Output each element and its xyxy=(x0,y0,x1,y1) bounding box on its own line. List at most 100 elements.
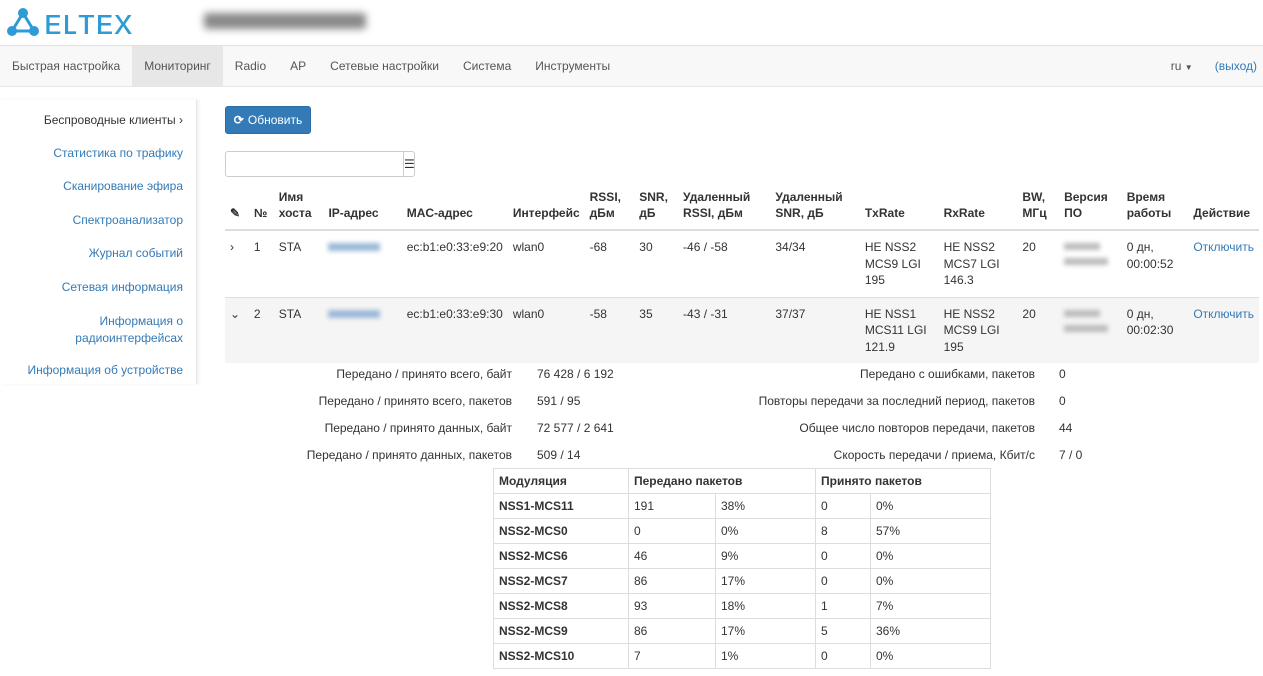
cell-rx-count: 0 xyxy=(815,643,871,669)
col-rxrate: RxRate xyxy=(938,183,1018,231)
detail-value: 44 xyxy=(1059,421,1073,435)
detail-value: 591 / 95 xyxy=(537,394,581,408)
expand-chevron-right-icon[interactable]: › xyxy=(225,229,249,297)
cell-tx-count: 7 xyxy=(628,643,716,669)
cell-modulation: NSS2-MCS10 xyxy=(493,643,629,669)
cell-remote-rssi: -46 / -58 xyxy=(678,229,771,297)
sidebar-item-spectrum[interactable]: Спектроанализатор xyxy=(72,213,183,227)
sliders-icon: ☰ xyxy=(404,157,415,171)
cell-uptime: 0 дн, 00:02:30 xyxy=(1121,296,1189,363)
cell-bw: 20 xyxy=(1017,296,1060,363)
nav-system[interactable]: Система xyxy=(462,59,512,73)
nav-quick-setup[interactable]: Быстрая настройка xyxy=(12,59,121,73)
col-iface: Интерфейс xyxy=(507,183,585,231)
edit-icon[interactable]: ✎ xyxy=(225,183,249,231)
nav-tools[interactable]: Инструменты xyxy=(535,59,611,73)
version-blurred xyxy=(1064,309,1101,317)
cell-host: STA xyxy=(273,229,324,297)
sidebar-item-wireless-clients[interactable]: Беспроводные клиенты › xyxy=(44,112,183,129)
refresh-button[interactable]: ⟳ Обновить xyxy=(225,106,311,134)
cell-rx-percent: 7% xyxy=(870,593,991,619)
cell-modulation: NSS1-MCS11 xyxy=(493,493,629,519)
col-num: № xyxy=(248,183,274,231)
clients-table: ✎ № Имя хоста IP-адрес MAC-адрес Интерфе… xyxy=(225,183,1259,363)
sidebar-item-scan[interactable]: Сканирование эфира xyxy=(63,179,183,193)
cell-mac: ec:b1:e0:33:e9:30 xyxy=(401,296,508,363)
sidebar-item-events[interactable]: Журнал событий xyxy=(88,246,183,260)
logout-link[interactable]: (выход) xyxy=(1214,59,1257,73)
disconnect-link[interactable]: Отключить xyxy=(1193,240,1254,254)
detail-label: Передано / принято данных, байт xyxy=(324,421,512,435)
caret-down-icon: ▼ xyxy=(1184,63,1193,72)
table-row: NSS2-MCS10 7 1% 0 0% xyxy=(493,643,991,669)
cell-rxrate: HE NSS2 MCS7 LGI 146.3 xyxy=(938,229,1018,297)
sidebar-item-radio-info[interactable]: Информация о радиоинтерфейсах xyxy=(75,314,183,345)
col-txrate: TxRate xyxy=(859,183,939,231)
filter-input[interactable] xyxy=(226,152,403,176)
col-remote-snr: Удаленный SNR, дБ xyxy=(770,183,860,231)
cell-modulation: NSS2-MCS0 xyxy=(493,518,629,544)
nav-monitoring[interactable]: Мониторинг xyxy=(132,46,223,86)
sidebar-item-label: Беспроводные клиенты xyxy=(43,113,176,127)
sidebar-item-device-info[interactable]: Информация об устройстве xyxy=(27,363,183,377)
cell-modulation: NSS2-MCS8 xyxy=(493,593,629,619)
col-host: Имя хоста xyxy=(273,183,324,231)
refresh-label: Обновить xyxy=(247,113,303,127)
cell-modulation: NSS2-MCS7 xyxy=(493,568,629,594)
ip-blurred xyxy=(328,243,381,251)
cell-rx-percent: 57% xyxy=(870,518,991,544)
cell-num: 2 xyxy=(248,296,274,363)
cell-tx-percent: 1% xyxy=(715,643,816,669)
cell-modulation: NSS2-MCS6 xyxy=(493,543,629,569)
disconnect-link[interactable]: Отключить xyxy=(1193,306,1254,321)
col-rx-packets: Принято пакетов xyxy=(815,468,991,494)
detail-value: 0 xyxy=(1059,394,1066,408)
sidebar: Беспроводные клиенты › Статистика по тра… xyxy=(0,100,197,384)
table-row: NSS2-MCS6 46 9% 0 0% xyxy=(493,543,991,569)
cell-version xyxy=(1059,229,1122,297)
cell-remote-rssi: -43 / -31 xyxy=(678,296,771,363)
filter-settings-button[interactable]: ☰ xyxy=(403,152,415,176)
cell-rssi: -68 xyxy=(584,229,635,297)
modulation-table: Модуляция Передано пакетов Принято пакет… xyxy=(493,468,991,669)
nav-network[interactable]: Сетевые настройки xyxy=(330,59,439,73)
detail-value: 509 / 14 xyxy=(537,448,581,462)
cell-uptime: 0 дн, 00:00:52 xyxy=(1121,229,1189,297)
table-row: NSS2-MCS0 0 0% 8 57% xyxy=(493,518,991,544)
cell-tx-percent: 18% xyxy=(715,593,816,619)
col-tx-packets: Передано пакетов xyxy=(628,468,816,494)
sidebar-item-traffic[interactable]: Статистика по трафику xyxy=(53,146,183,160)
filter-group: ☰ xyxy=(225,151,415,177)
expand-chevron-down-icon[interactable]: ⌄ xyxy=(225,296,249,363)
language-label: ru xyxy=(1170,59,1182,73)
nav-ap[interactable]: AP xyxy=(290,59,307,73)
cell-rx-count: 5 xyxy=(815,618,871,644)
col-ip: IP-адрес xyxy=(323,183,402,231)
cell-tx-count: 86 xyxy=(628,618,716,644)
cell-version xyxy=(1059,296,1122,363)
device-name-blurred xyxy=(204,13,366,29)
cell-rx-percent: 0% xyxy=(870,493,991,519)
col-remote-rssi: Удаленный RSSI, дБм xyxy=(678,183,771,231)
cell-snr: 30 xyxy=(634,229,679,297)
cell-rx-count: 0 xyxy=(815,543,871,569)
cell-rx-count: 8 xyxy=(815,518,871,544)
cell-rssi: -58 xyxy=(584,296,635,363)
sidebar-item-network-info[interactable]: Сетевая информация xyxy=(61,280,183,294)
cell-bw: 20 xyxy=(1017,229,1060,297)
table-row: ⌄ 2 STA ec:b1:e0:33:e9:30 wlan0 -58 35 -… xyxy=(225,296,1259,363)
nav-radio[interactable]: Radio xyxy=(234,59,267,73)
cell-tx-count: 46 xyxy=(628,543,716,569)
cell-rx-percent: 0% xyxy=(870,643,991,669)
cell-iface: wlan0 xyxy=(507,229,585,297)
ip-blurred xyxy=(328,309,381,318)
table-row: NSS2-MCS7 86 17% 0 0% xyxy=(493,568,991,594)
detail-label: Повторы передачи за последний период, па… xyxy=(758,394,1035,408)
language-dropdown[interactable]: ru ▼ xyxy=(1171,59,1193,73)
detail-label: Передано / принято данных, пакетов xyxy=(306,448,512,462)
detail-value: 7 / 0 xyxy=(1059,448,1083,462)
detail-label: Передано / принято всего, байт xyxy=(336,367,512,381)
col-modulation: Модуляция xyxy=(493,468,629,494)
detail-label: Общее число повторов передачи, пакетов xyxy=(799,421,1035,435)
chevron-right-icon: › xyxy=(179,113,183,127)
